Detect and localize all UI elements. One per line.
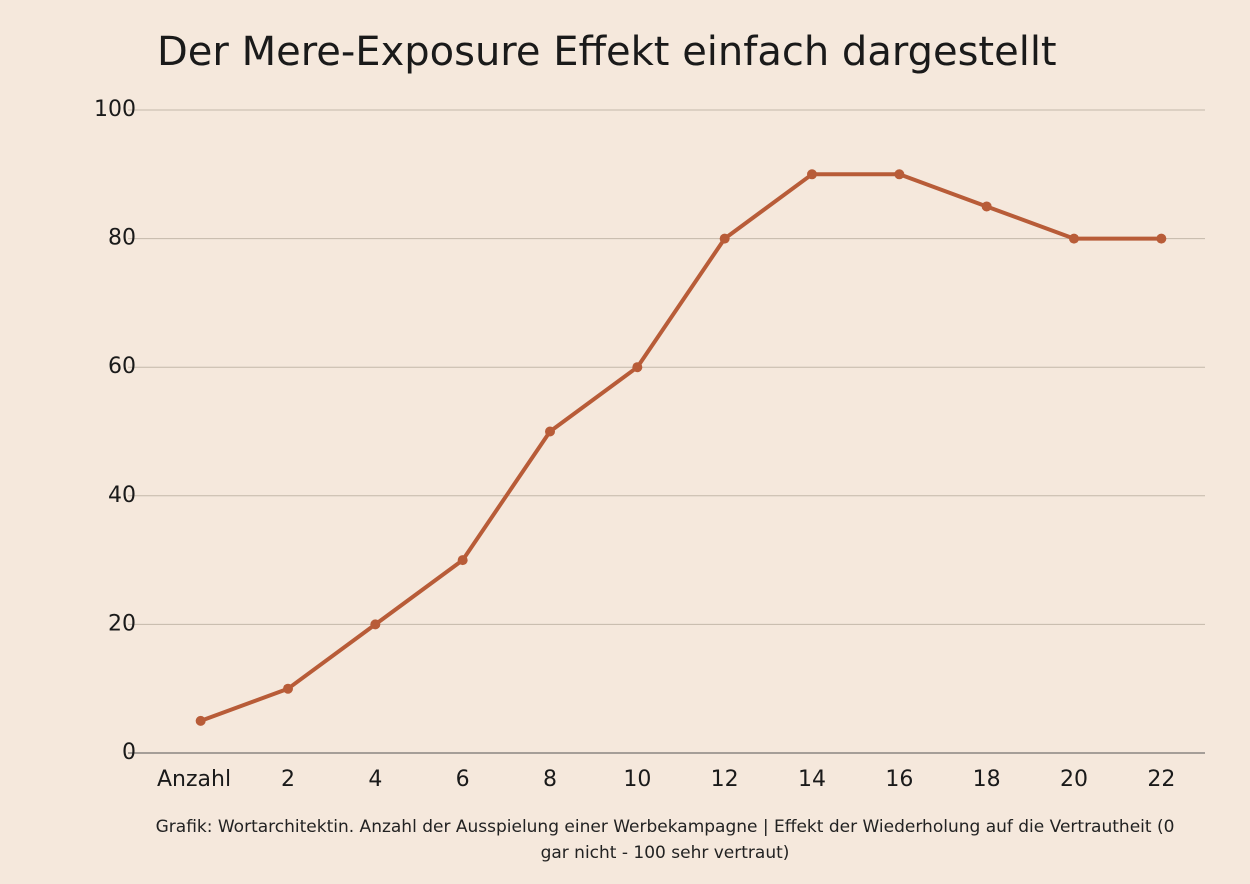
x-tick-label: 6 <box>456 767 470 792</box>
line <box>199 172 1162 723</box>
x-tick-label: 10 <box>623 767 651 792</box>
y-tick-label: 20 <box>108 611 136 636</box>
y-tick-label: 80 <box>108 226 136 251</box>
x-tick-label: 18 <box>973 767 1001 792</box>
y-tick-label: 100 <box>94 97 136 122</box>
x-tick-label: 12 <box>711 767 739 792</box>
y-tick-label: 0 <box>122 740 136 765</box>
chart-title: Der Mere-Exposure Effekt einfach dargest… <box>157 29 1057 75</box>
point <box>894 169 905 180</box>
caption: Grafik: Wortarchitektin. Anzahl der Auss… <box>155 817 1175 863</box>
x-tick-label: 16 <box>885 767 913 792</box>
point <box>1069 233 1079 244</box>
x-tick-label: Anzahl <box>157 767 231 792</box>
point <box>195 715 206 726</box>
y-tick-label: 40 <box>108 483 136 508</box>
point <box>283 683 293 694</box>
x-tick-label: 20 <box>1060 767 1088 792</box>
point <box>457 555 468 566</box>
x-tick-label: 14 <box>798 767 826 792</box>
point <box>807 169 817 180</box>
point <box>545 426 555 437</box>
x-tick-label: 8 <box>543 767 557 792</box>
point <box>1156 233 1167 244</box>
point <box>719 233 730 244</box>
x-tick-label: 22 <box>1147 767 1175 792</box>
x-tick-label: 4 <box>368 767 382 792</box>
y-tick-label: 60 <box>108 354 136 379</box>
x-tick-label: 2 <box>281 767 295 792</box>
point <box>981 201 992 212</box>
point <box>370 619 381 630</box>
point <box>632 362 643 373</box>
